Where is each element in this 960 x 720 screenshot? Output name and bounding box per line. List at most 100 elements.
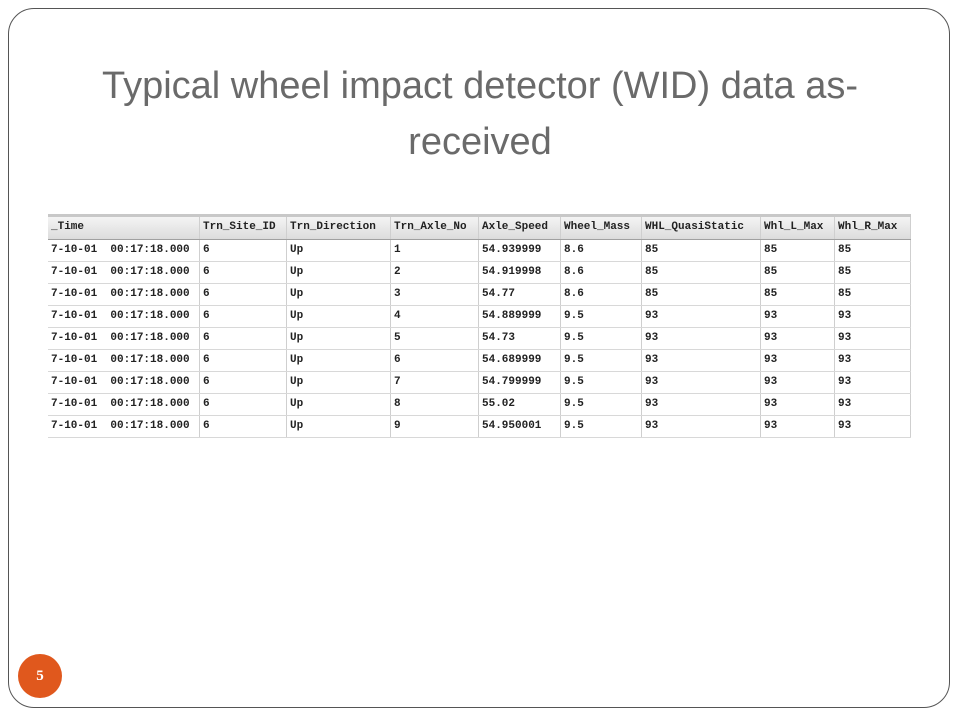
table-cell: 85 [835, 284, 911, 305]
table-cell: 7-10-01 00:17:18.000 [48, 416, 200, 437]
column-header: Whl_R_Max [835, 217, 911, 239]
table-row: 7-10-01 00:17:18.000 6 Up 7 54.799999 9.5 93 93… [48, 372, 911, 394]
table-cell: 4 [391, 306, 479, 327]
column-header: Wheel_Mass [561, 217, 642, 239]
column-header: Whl_L_Max [761, 217, 835, 239]
table-cell: 85 [642, 284, 761, 305]
table-cell: 93 [642, 416, 761, 437]
table-row: 7-10-01 00:17:18.000 6 Up 6 54.689999 9.5 93 93… [48, 350, 911, 372]
table-cell: 7-10-01 00:17:18.000 [48, 328, 200, 349]
table-cell: 7-10-01 00:17:18.000 [48, 394, 200, 415]
table-cell: 8.6 [561, 284, 642, 305]
table-cell: 9.5 [561, 306, 642, 327]
table-cell: Up [287, 328, 391, 349]
table-row: 7-10-01 00:17:18.000 6 Up 5 54.73 9.5 93 93 93 [48, 328, 911, 350]
page-number: 5 [18, 654, 62, 698]
table-cell: 93 [642, 306, 761, 327]
table-cell: 85 [835, 262, 911, 283]
table-cell: 2 [391, 262, 479, 283]
table-cell: 54.889999 [479, 306, 561, 327]
table-cell: 85 [761, 240, 835, 261]
table-cell: 85 [761, 262, 835, 283]
table-cell: 54.950001 [479, 416, 561, 437]
table-cell: 7-10-01 00:17:18.000 [48, 284, 200, 305]
table-cell: 7 [391, 372, 479, 393]
table-cell: 3 [391, 284, 479, 305]
slide-title: Typical wheel impact detector (WID) data… [101, 65, 859, 163]
table-cell: 8 [391, 394, 479, 415]
table-cell: Up [287, 372, 391, 393]
table-cell: 93 [835, 306, 911, 327]
column-header: Trn_Axle_No [391, 217, 479, 239]
table-cell: 8.6 [561, 262, 642, 283]
table-cell: 6 [200, 372, 287, 393]
table-cell: 54.689999 [479, 350, 561, 371]
table-cell: 7-10-01 00:17:18.000 [48, 306, 200, 327]
table-cell: 93 [761, 394, 835, 415]
table-row: 7-10-01 00:17:18.000 6 Up 9 54.950001 9.5 93 93… [48, 416, 911, 438]
slide-frame [8, 8, 950, 708]
table-cell: 93 [761, 350, 835, 371]
table-cell: 6 [200, 350, 287, 371]
table-cell: 6 [200, 284, 287, 305]
table-cell: 54.77 [479, 284, 561, 305]
table-cell: 6 [200, 240, 287, 261]
table-cell: Up [287, 394, 391, 415]
table-cell: 54.919998 [479, 262, 561, 283]
table-cell: Up [287, 306, 391, 327]
table-cell: 9 [391, 416, 479, 437]
table-row: 7-10-01 00:17:18.000 6 Up 3 54.77 8.6 85 85 85 [48, 284, 911, 306]
table-cell: 93 [642, 394, 761, 415]
table-cell: 7-10-01 00:17:18.000 [48, 372, 200, 393]
table-cell: 7-10-01 00:17:18.000 [48, 350, 200, 371]
table-cell: Up [287, 416, 391, 437]
table-cell: 9.5 [561, 394, 642, 415]
table-cell: 93 [835, 350, 911, 371]
table-cell: 93 [835, 372, 911, 393]
header-row: _Time Trn_Site_ID Trn_Direction Trn_Axle_No… [48, 217, 911, 240]
table-cell: 93 [761, 416, 835, 437]
table-cell: Up [287, 350, 391, 371]
table-cell: 9.5 [561, 416, 642, 437]
column-header: Trn_Site_ID [200, 217, 287, 239]
table-cell: 8.6 [561, 240, 642, 261]
table-cell: 93 [761, 372, 835, 393]
table-row: 7-10-01 00:17:18.000 6 Up 4 54.889999 9.5 93 93… [48, 306, 911, 328]
column-header: Axle_Speed [479, 217, 561, 239]
table-cell: 6 [200, 328, 287, 349]
table-row: 7-10-01 00:17:18.000 6 Up 1 54.939999 8.6 85 85… [48, 240, 911, 262]
data-table: _Time Trn_Site_ID Trn_Direction Trn_Axle_No… [48, 214, 911, 438]
column-header: Trn_Direction [287, 217, 391, 239]
table-cell: Up [287, 284, 391, 305]
table-cell: 93 [642, 350, 761, 371]
table-cell: 7-10-01 00:17:18.000 [48, 240, 200, 261]
table-cell: 85 [761, 284, 835, 305]
table-cell: 9.5 [561, 372, 642, 393]
table-row: 7-10-01 00:17:18.000 6 Up 2 54.919998 8.6 85 85… [48, 262, 911, 284]
table-cell: 85 [642, 262, 761, 283]
table-cell: 5 [391, 328, 479, 349]
table-cell: 93 [642, 328, 761, 349]
table-cell: 9.5 [561, 328, 642, 349]
table-cell: 93 [835, 416, 911, 437]
table-row: 7-10-01 00:17:18.000 6 Up 8 55.02 9.5 93 93 93 [48, 394, 911, 416]
table-cell: 54.73 [479, 328, 561, 349]
column-header: WHL_QuasiStatic [642, 217, 761, 239]
table-cell: 9.5 [561, 350, 642, 371]
table-cell: 6 [391, 350, 479, 371]
table-cell: 93 [761, 328, 835, 349]
table-cell: 55.02 [479, 394, 561, 415]
table-cell: 85 [642, 240, 761, 261]
table-cell: 54.939999 [479, 240, 561, 261]
table-cell: 1 [391, 240, 479, 261]
column-header: _Time [48, 217, 200, 239]
table-cell: 7-10-01 00:17:18.000 [48, 262, 200, 283]
table-cell: Up [287, 240, 391, 261]
table-cell: 54.799999 [479, 372, 561, 393]
table-cell: 6 [200, 394, 287, 415]
table-cell: Up [287, 262, 391, 283]
table-cell: 93 [835, 328, 911, 349]
table-cell: 93 [761, 306, 835, 327]
table-cell: 6 [200, 416, 287, 437]
